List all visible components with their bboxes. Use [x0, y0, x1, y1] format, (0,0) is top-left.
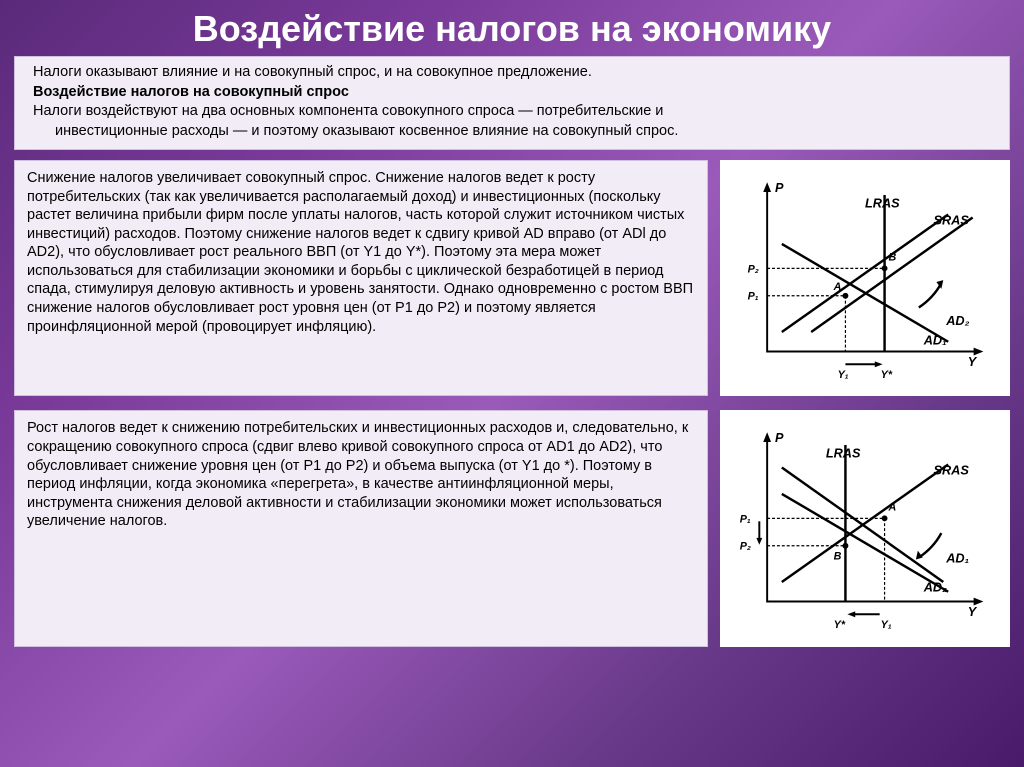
- g2-P2: P₂: [740, 541, 751, 553]
- g2-AD1: AD₁: [945, 551, 969, 566]
- g1-P1: P₁: [748, 291, 759, 303]
- g2-P1: P₁: [740, 514, 751, 526]
- slide-title: Воздействие налогов на экономику: [14, 8, 1010, 50]
- g1-Y1: Y₁: [838, 369, 849, 381]
- g1-P2: P₂: [748, 263, 759, 275]
- intro-line4: инвестиционные расходы — и поэтому оказы…: [33, 122, 997, 141]
- g2-Y: Y: [968, 605, 978, 620]
- intro-line1: Налоги оказывают влияние и на совокупный…: [33, 63, 997, 82]
- row-1: Снижение налогов увеличивает совокупный …: [14, 160, 1010, 396]
- g1-SRAS: SRAS: [934, 213, 970, 228]
- g2-B: B: [834, 551, 842, 563]
- g1-AD1: AD₁: [923, 333, 947, 348]
- g1-B: B: [888, 252, 896, 264]
- g2-SRAS: SRAS: [934, 463, 970, 478]
- intro-line2: Воздействие налогов на совокупный спрос: [33, 83, 997, 102]
- graph-2: P Y LRAS SRAS AD₁ AD₂ A B P₁ P₂ Y* Y₁: [720, 410, 1010, 646]
- g1-P: P: [775, 180, 784, 195]
- graph-1: P Y LRAS SRAS AD₂ AD₁ A B P₂ P₁ Y₁ Y*: [720, 160, 1010, 396]
- g2-AD2: AD₂: [923, 580, 947, 595]
- g1-LRAS: LRAS: [865, 196, 900, 211]
- g2-A: A: [887, 502, 896, 514]
- g2-P: P: [775, 430, 784, 445]
- text-block-1: Снижение налогов увеличивает совокупный …: [14, 160, 708, 396]
- intro-box: Налоги оказывают влияние и на совокупный…: [14, 56, 1010, 150]
- text-block-2: Рост налогов ведет к снижению потребител…: [14, 410, 708, 646]
- intro-line3: Налоги воздействуют на два основных комп…: [33, 102, 997, 121]
- g1-Ystar: Y*: [881, 369, 893, 381]
- g1-AD2: AD₂: [945, 313, 969, 328]
- g1-Y: Y: [968, 354, 978, 369]
- row-2: Рост налогов ведет к снижению потребител…: [14, 410, 1010, 646]
- g2-Ystar: Y*: [834, 619, 846, 631]
- g2-Y1: Y₁: [881, 619, 892, 631]
- g1-A: A: [833, 281, 842, 293]
- g2-LRAS: LRAS: [826, 446, 861, 461]
